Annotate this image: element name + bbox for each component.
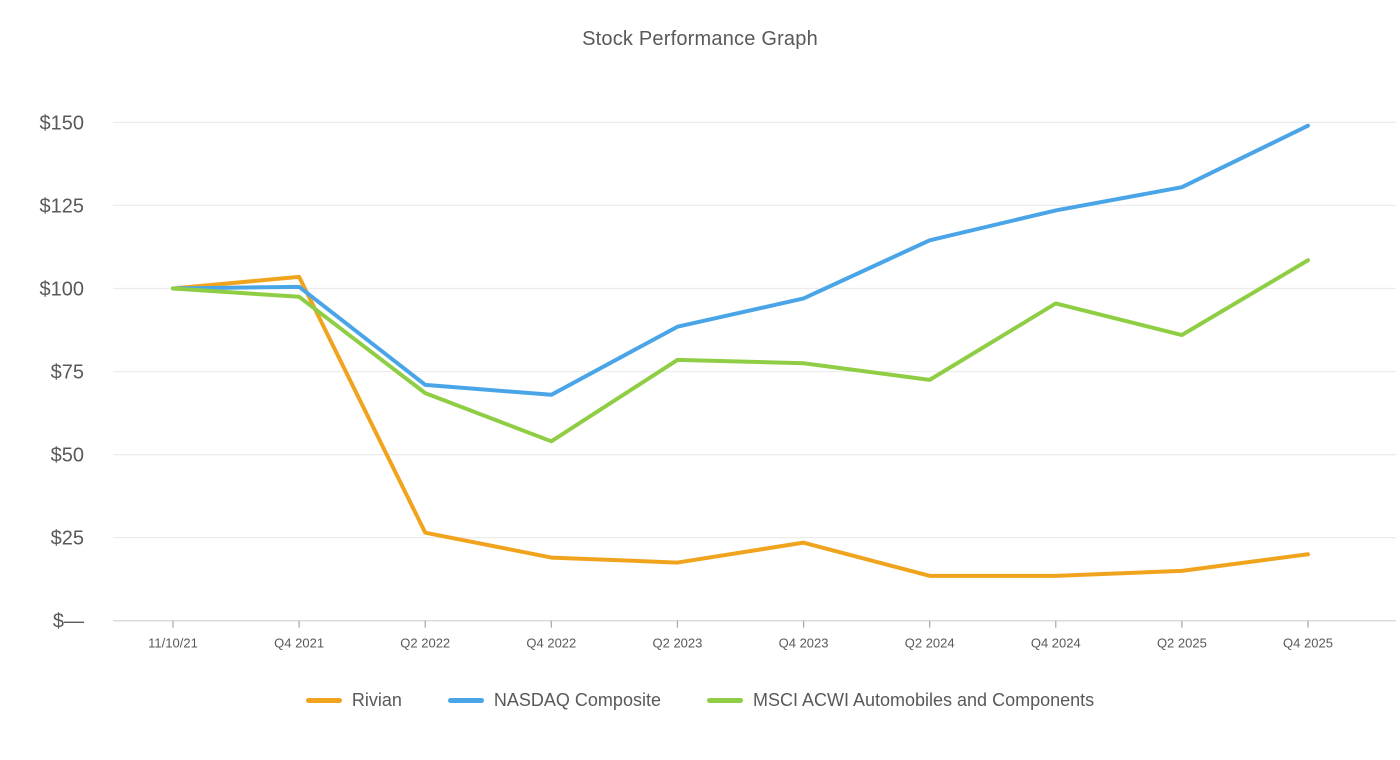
legend-label: MSCI ACWI Automobiles and Components bbox=[752, 690, 1095, 710]
x-axis-label: Q2 2022 bbox=[400, 636, 450, 651]
x-axis-label: Q4 2025 bbox=[1283, 636, 1333, 651]
x-axis-label: Q4 2022 bbox=[526, 636, 576, 651]
y-axis-label: $100 bbox=[40, 279, 85, 301]
x-axis-label: Q4 2024 bbox=[1031, 636, 1081, 651]
legend-item-msci-acwi-automobiles-and-components: MSCI ACWI Automobiles and Components bbox=[706, 690, 1095, 711]
legend-swatch-icon bbox=[305, 698, 342, 703]
x-axis-label: Q2 2023 bbox=[653, 636, 703, 651]
x-axis-label: Q2 2024 bbox=[905, 636, 955, 651]
y-axis-label: $25 bbox=[51, 528, 84, 550]
x-axis-label: 11/10/21 bbox=[148, 636, 198, 651]
legend-swatch-icon bbox=[706, 698, 743, 703]
y-axis-label: $— bbox=[53, 611, 84, 633]
series-line-rivian bbox=[171, 274, 1310, 578]
legend-swatch-icon bbox=[447, 698, 484, 703]
y-axis-label: $75 bbox=[51, 362, 84, 384]
x-axis-label: Q2 2025 bbox=[1157, 636, 1207, 651]
legend-label: Rivian bbox=[351, 690, 402, 710]
y-axis-label: $150 bbox=[40, 112, 85, 134]
legend-label: NASDAQ Composite bbox=[493, 690, 661, 710]
chart-legend: Rivian NASDAQ Composite MSCI ACWI Automobi… bbox=[0, 690, 1400, 711]
y-axis-label: $125 bbox=[40, 195, 85, 217]
series-line-msci-acwi-automobiles-and-components bbox=[171, 258, 1310, 444]
chart-title: Stock Performance Graph bbox=[582, 28, 818, 50]
legend-item-rivian: Rivian bbox=[305, 690, 402, 711]
x-axis-label: Q4 2023 bbox=[779, 636, 829, 651]
legend-item-nasdaq-composite: NASDAQ Composite bbox=[447, 690, 661, 711]
series-line-nasdaq-composite bbox=[171, 123, 1310, 397]
y-axis-label: $50 bbox=[51, 445, 84, 467]
x-axis-label: Q4 2021 bbox=[274, 636, 324, 651]
